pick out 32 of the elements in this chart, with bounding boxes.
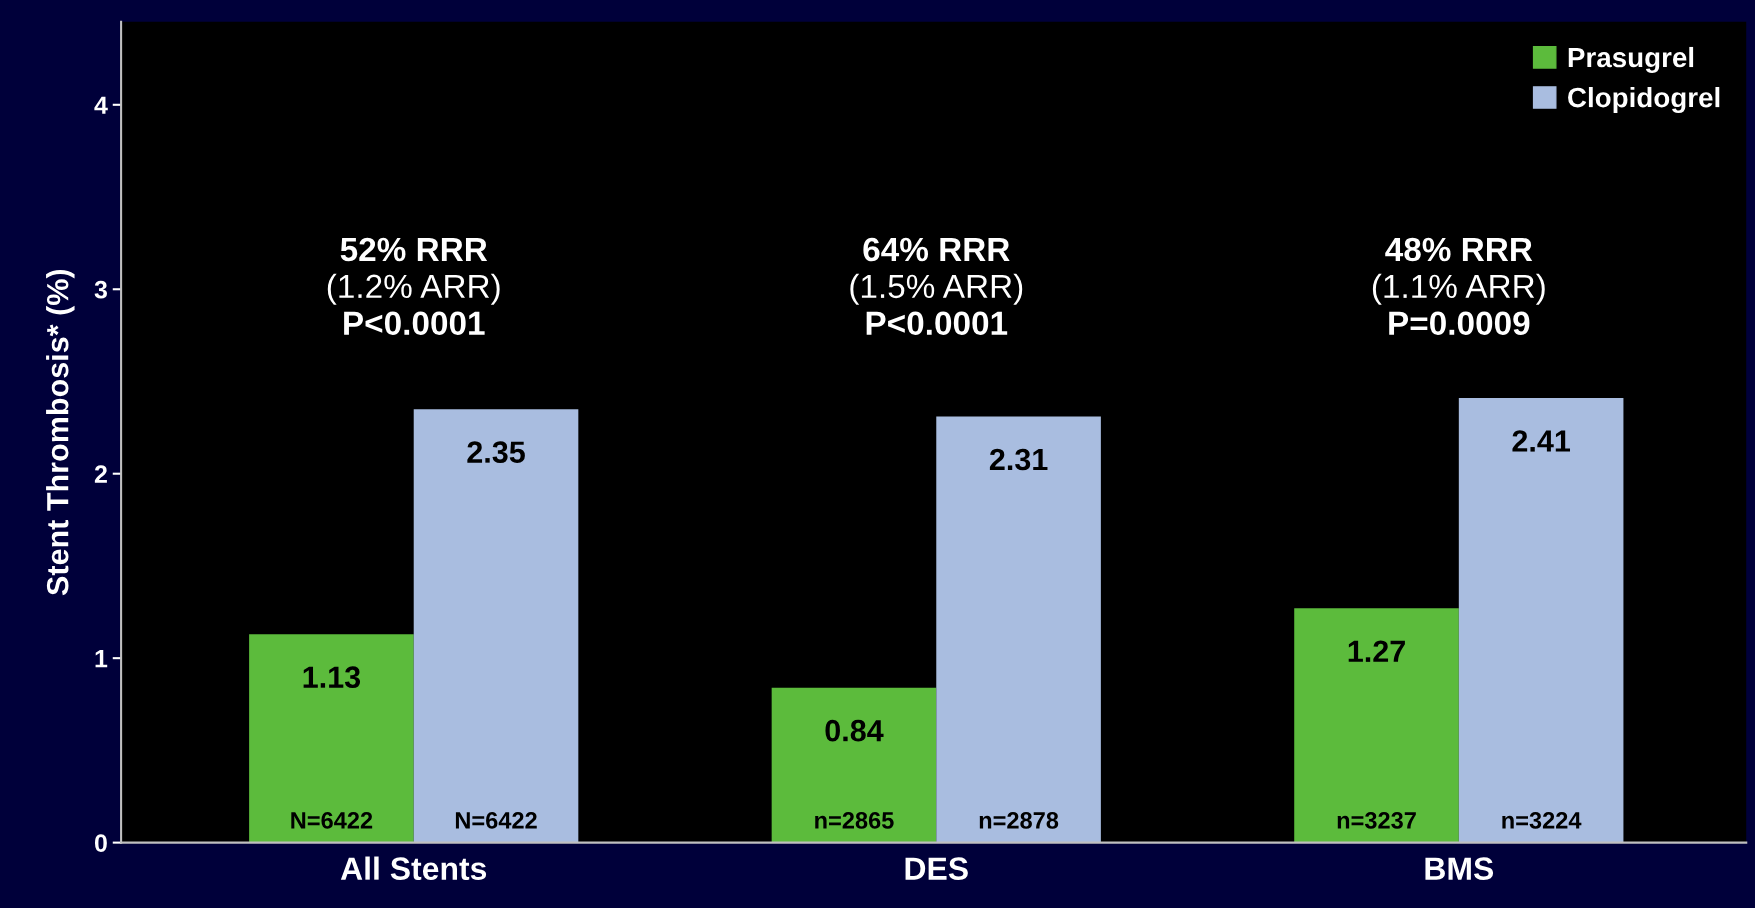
annotation: N=6422	[455, 812, 537, 829]
annotation: n=2865	[815, 812, 894, 829]
bar	[1294, 608, 1459, 843]
data-label: 2.31	[989, 448, 1048, 471]
x-tick-label: DES	[905, 857, 968, 880]
bar	[413, 409, 579, 843]
y-axis-title: Stent Thrombosis* (%)	[46, 269, 75, 596]
annotation: n=3237	[1337, 812, 1416, 829]
x-tick-label: BMS	[1425, 857, 1494, 880]
annotation: N=6422	[291, 812, 373, 829]
bar	[936, 416, 1101, 843]
data-label: 0.84	[825, 719, 884, 742]
data-label: 1.13	[303, 666, 361, 689]
legend-label: Prasugrel	[1568, 46, 1694, 73]
y-tick-label: 3	[94, 280, 107, 299]
y-tick-label: 4	[94, 96, 108, 114]
bar	[771, 687, 937, 843]
annotation: 52% RRR (1.2% ARR) P<0.0001	[327, 237, 500, 336]
data-label: 2.41	[1512, 430, 1571, 452]
annotation: 64% RRR (1.5% ARR) P<0.0001	[850, 237, 1023, 336]
y-tick-label: 0	[94, 834, 107, 852]
x-tick-label: All Stents	[340, 856, 487, 880]
y-tick-label: 2	[94, 465, 107, 483]
annotation: n=3224	[1502, 812, 1582, 829]
bar	[249, 634, 414, 843]
y-tick-label: 1	[95, 650, 108, 668]
annotation: n=2878	[979, 812, 1059, 829]
data-label: 1.27	[1348, 640, 1405, 662]
annotation: 48% RRR (1.1% ARR) P=0.0009	[1372, 237, 1545, 336]
data-label: 2.35	[467, 441, 525, 463]
bar	[1458, 398, 1624, 843]
legend-label: Clopidogrel	[1568, 86, 1720, 114]
